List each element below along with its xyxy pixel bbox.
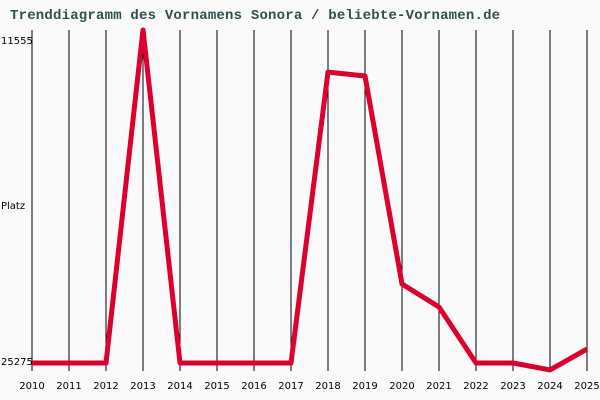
x-tick-2022: 2022: [463, 381, 489, 392]
x-tick-2023: 2023: [500, 381, 526, 392]
y-axis-bottom-label: 25275: [1, 357, 33, 368]
x-tick-2017: 2017: [278, 381, 304, 392]
chart-title: Trenddiagramm des Vornamens Sonora / bel…: [10, 8, 501, 24]
x-tick-2011: 2011: [56, 381, 82, 392]
x-tick-2020: 2020: [389, 381, 415, 392]
x-tick-2012: 2012: [93, 381, 119, 392]
x-tick-2025: 2025: [574, 381, 600, 392]
x-tick-2014: 2014: [167, 381, 193, 392]
x-tick-2021: 2021: [426, 381, 452, 392]
rank-trend-line: [32, 27, 589, 373]
x-tick-2015: 2015: [204, 381, 230, 392]
y-axis-title: Platz: [1, 201, 26, 212]
x-tick-2024: 2024: [537, 381, 563, 392]
x-tick-2016: 2016: [241, 381, 267, 392]
x-tick-2018: 2018: [315, 381, 341, 392]
x-tick-2010: 2010: [19, 381, 45, 392]
y-axis-top-label: 11555: [1, 36, 33, 47]
x-tick-2013: 2013: [130, 381, 156, 392]
x-tick-2019: 2019: [352, 381, 378, 392]
gridlines: [31, 30, 588, 371]
